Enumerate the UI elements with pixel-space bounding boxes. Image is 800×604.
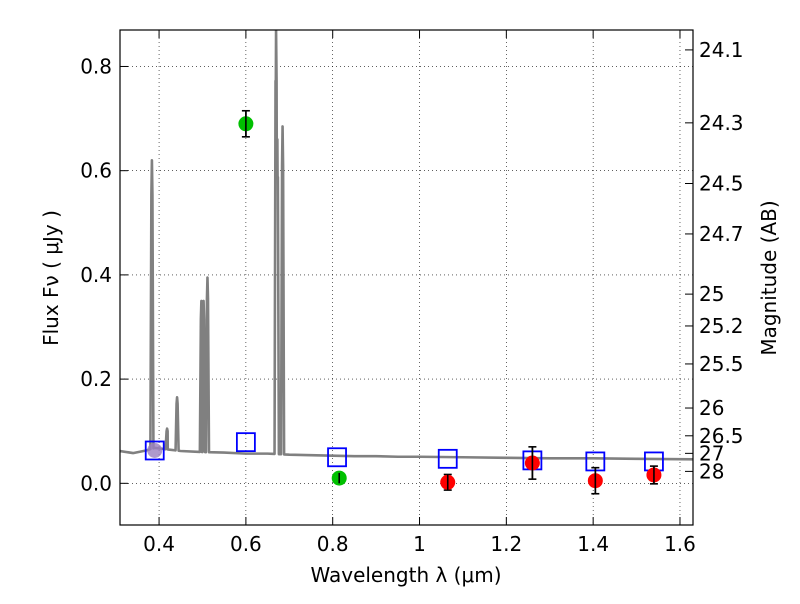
- grid: [120, 30, 693, 525]
- y2-tick-label: 24.3: [699, 111, 744, 135]
- x-tick-label: 1.6: [664, 532, 696, 556]
- x-tick-label: 0.8: [317, 532, 349, 556]
- y-tick-label: 0.6: [80, 159, 112, 183]
- x-tick-label: 1.2: [490, 532, 522, 556]
- plot-frame: [119, 29, 694, 526]
- model-photometry-square: [235, 432, 256, 453]
- x-tick-label: 1: [413, 532, 426, 556]
- y-tick-label: 0.2: [80, 367, 112, 391]
- y2-tick-label: 24.7: [699, 222, 744, 246]
- y-tick-label: 0.0: [80, 471, 112, 495]
- x-axis-label: Wavelength λ (μm): [310, 563, 501, 587]
- x-tick-label: 1.4: [577, 532, 609, 556]
- model-photometry-square: [437, 448, 458, 469]
- y-tick-label: 0.4: [80, 263, 112, 287]
- plot-data: [120, 30, 693, 495]
- y2-tick-label: 25.5: [699, 352, 744, 376]
- y2-tick-label: 24.1: [699, 38, 744, 62]
- y2-tick-label: 26: [699, 396, 724, 420]
- y2-axis-label: Magnitude (AB): [757, 200, 781, 355]
- x-tick-label: 0.6: [230, 532, 262, 556]
- y2-tick-label: 26.5: [699, 424, 744, 448]
- y-axis-label: Flux Fν ( μJy ): [39, 210, 63, 346]
- model-photometry-square: [144, 440, 165, 461]
- y-tick-label: 0.8: [80, 54, 112, 78]
- y2-tick-label: 27: [699, 441, 724, 465]
- y2-tick-label: 25.2: [699, 314, 744, 338]
- model-sed-line: [120, 30, 693, 461]
- model-photometry-square: [327, 447, 347, 468]
- y2-tick-label: 24.5: [699, 172, 744, 196]
- y2-tick-label: 28: [699, 459, 724, 483]
- ticks: 0.4 0.6 0.8 1 1.2 1.4 1.6 0.0 0.2 0.4 0.6 0.8 24.1 24…: [80, 30, 744, 556]
- x-tick-label: 0.4: [143, 532, 175, 556]
- detection-point: [147, 442, 163, 458]
- y2-tick-label: 25: [699, 282, 724, 306]
